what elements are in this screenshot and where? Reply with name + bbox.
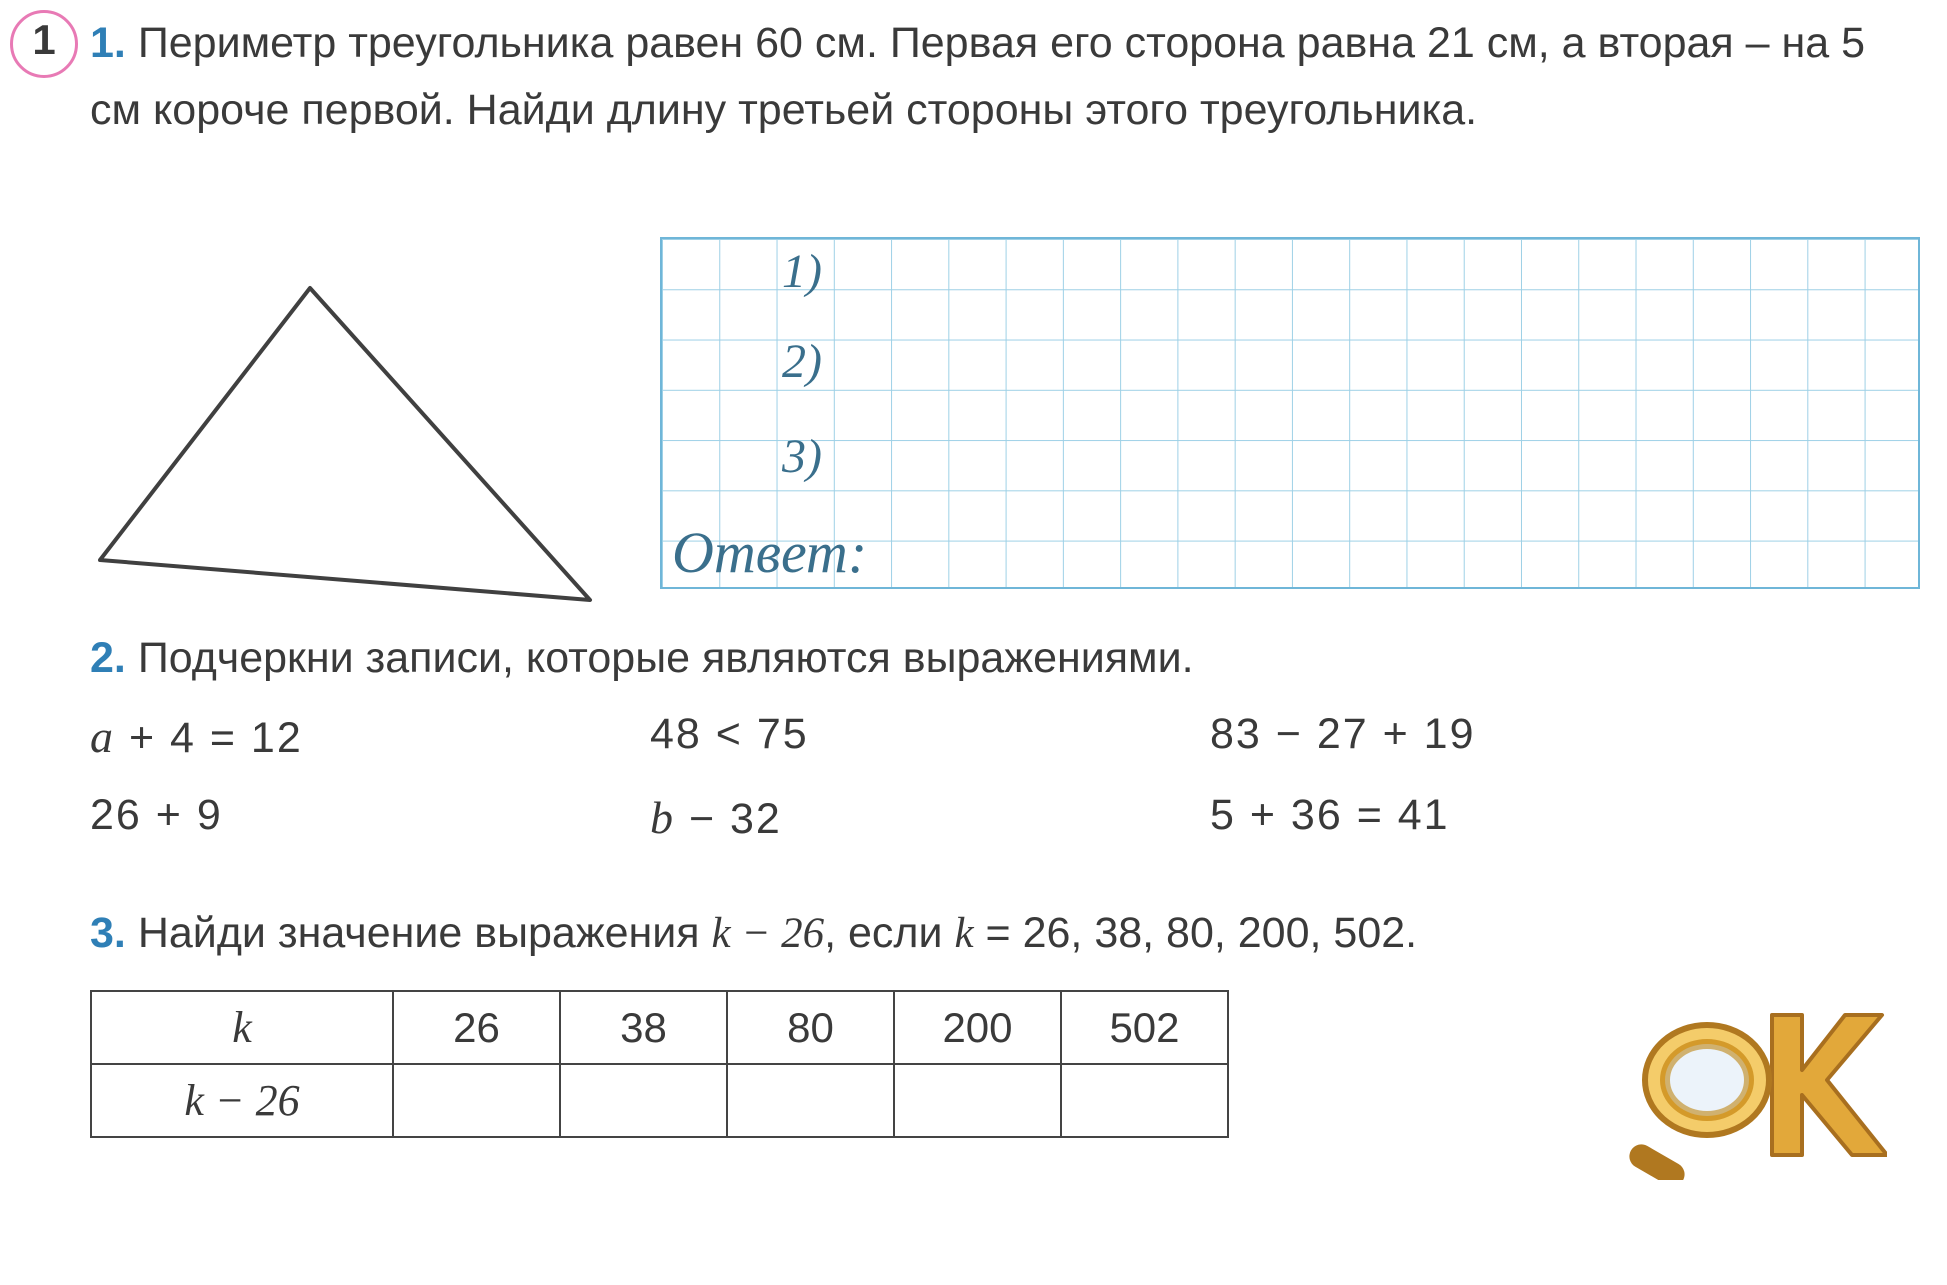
letter-k-icon [1772,1015,1887,1155]
problem-3-eq: = 26, 38, 80, 200, 502. [974,909,1418,957]
table-cell: 502 [1061,991,1228,1064]
answer-label: Ответ: [672,519,867,586]
table-cell-empty [393,1064,560,1137]
problem-1-text: Периметр треугольника равен 60 см. Перва… [90,19,1865,134]
k-minus-label: k − 26 [184,1076,299,1125]
ok-icon [1627,990,1887,1180]
problem-2-number: 2. [90,634,126,682]
ok-svg [1627,990,1887,1180]
table-cell: 80 [727,991,894,1064]
expr-cell: 48 < 75 [650,710,1210,763]
work-grid: 1) 2) 3) Ответ: [660,237,1920,589]
problem-3-text-prefix: Найди значение выражения [138,909,712,957]
problem-3-number: 3. [90,909,126,957]
problem-2: 2. Подчеркни записи, которые являются вы… [90,625,1927,692]
k-label: k [232,1003,252,1052]
value-table: k 26 38 80 200 502 k − 26 [90,990,1229,1138]
table-cell: 26 [393,991,560,1064]
textbook-page: 1 1. Периметр треугольника равен 60 см. … [0,0,1947,1285]
problem-3-expr: k − 26 [712,910,825,957]
exercise-badge: 1 [10,10,78,78]
table-cell: 200 [894,991,1061,1064]
table-row2-label: k − 26 [91,1064,393,1137]
step-3-label: 3) [782,429,822,484]
table-cell-empty [727,1064,894,1137]
table-cell: 38 [560,991,727,1064]
table-row: k 26 38 80 200 502 [91,991,1228,1064]
problem-1-number: 1. [90,19,126,67]
table-row: k − 26 [91,1064,1228,1137]
expr-text: − 32 [689,795,782,843]
expr-cell: a + 4 = 12 [90,710,650,763]
expr-cell: b − 32 [650,791,1210,844]
expr-row: a + 4 = 12 48 < 75 83 − 27 + 19 [90,710,1790,763]
problem-1: 1. Периметр треугольника равен 60 см. Пе… [90,10,1927,143]
table-cell-empty [1061,1064,1228,1137]
step-1-label: 1) [782,244,822,299]
problem-3: 3. Найди значение выражения k − 26, если… [90,900,1927,968]
triangle-svg [60,260,620,620]
expr-cell: 26 + 9 [90,791,650,844]
expr-row: 26 + 9 b − 32 5 + 36 = 41 [90,791,1790,844]
expr-cell: 5 + 36 = 41 [1210,791,1770,844]
problem-3-text-mid: , если [824,909,954,957]
step-2-label: 2) [782,334,822,389]
expressions-grid: a + 4 = 12 48 < 75 83 − 27 + 19 26 + 9 b… [90,710,1790,872]
triangle-figure [60,260,620,600]
triangle-shape [100,288,590,600]
table-cell-empty [560,1064,727,1137]
problem-2-text: Подчеркни записи, которые являются выраж… [138,634,1194,682]
table-cell-empty [894,1064,1061,1137]
expr-text: + 4 = 12 [129,714,303,762]
expr-cell: 83 − 27 + 19 [1210,710,1770,763]
problem-3-var: k [955,910,974,957]
table-row1-label: k [91,991,393,1064]
magnifier-icon [1627,1025,1769,1180]
